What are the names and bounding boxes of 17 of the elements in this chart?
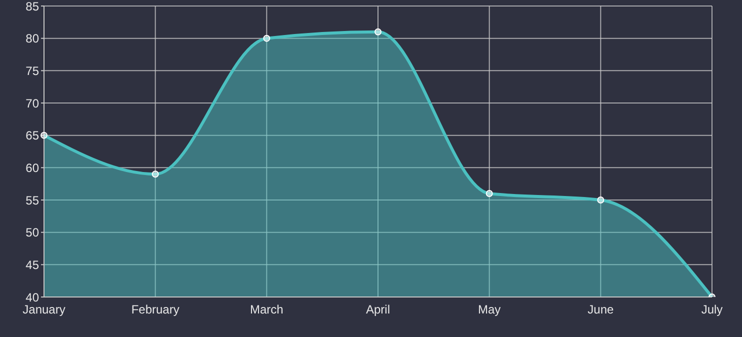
x-tick-label: June: [588, 302, 614, 317]
y-tick-label: 45: [26, 258, 40, 272]
y-tick-label: 50: [26, 226, 40, 240]
x-tick-label: July: [701, 302, 723, 317]
x-tick-label: April: [366, 302, 390, 317]
y-tick-label: 55: [26, 193, 40, 208]
x-tick-label: February: [131, 302, 180, 317]
y-tick-label: 70: [26, 96, 40, 110]
x-tick-label: January: [22, 302, 66, 317]
y-tick-label: 40: [26, 290, 40, 304]
y-tick-label: 65: [26, 128, 40, 143]
y-tick-label: 60: [26, 160, 40, 175]
x-tick-label: May: [478, 302, 501, 317]
x-tick-label: March: [250, 302, 284, 317]
y-tick-label: 75: [26, 64, 40, 78]
y-tick-label: 80: [26, 32, 40, 46]
y-tick-label: 85: [26, 0, 40, 14]
